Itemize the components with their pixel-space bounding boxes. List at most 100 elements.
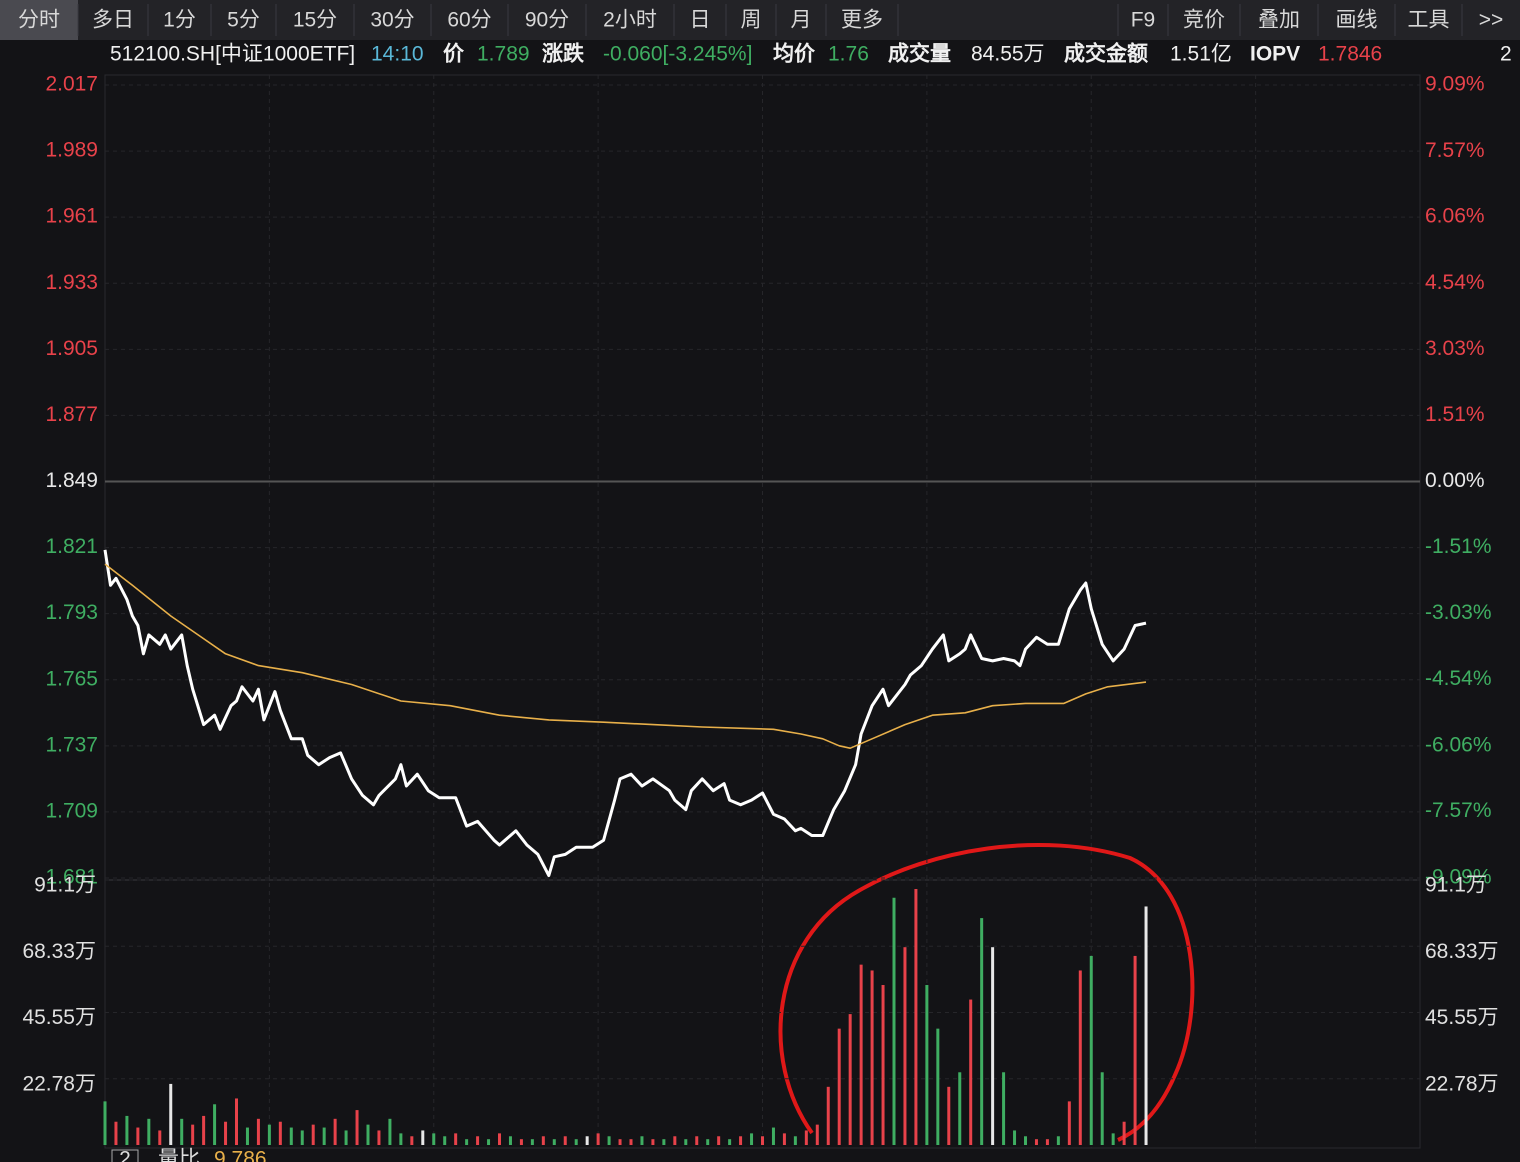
volume-bar <box>191 1124 195 1145</box>
volume-bar <box>761 1136 764 1145</box>
volume-bar <box>629 1139 633 1145</box>
tab[interactable]: 竞价 <box>1183 9 1225 32</box>
info-item: -0.060[-3.245%] <box>603 43 752 66</box>
price-line <box>103 549 1147 878</box>
vol-tick-label: 45.55万 <box>22 1006 96 1029</box>
volume-bar <box>1056 1136 1060 1145</box>
footer-item: 9.786 <box>214 1148 267 1162</box>
volume-bar <box>750 1133 754 1145</box>
info-item: 均价 <box>773 42 816 66</box>
tab[interactable]: 90分 <box>525 9 569 32</box>
volume-bar <box>498 1133 501 1145</box>
info-item: 84.55万 <box>971 43 1045 66</box>
tab[interactable]: >> <box>1479 9 1504 32</box>
volume-bar <box>958 1072 962 1145</box>
y-tick-label: 1.905 <box>45 337 98 360</box>
volume-bar <box>991 947 995 1145</box>
highlight-circle <box>778 843 1195 1142</box>
volume-bar <box>662 1139 666 1145</box>
tab-active <box>0 0 78 40</box>
average-line <box>104 563 1147 749</box>
tab[interactable]: 多日 <box>92 9 134 32</box>
volume-bar <box>782 1133 786 1145</box>
tab[interactable]: 分时 <box>18 9 60 32</box>
volume-bar <box>859 964 863 1145</box>
y2-tick-label: 1.51% <box>1425 403 1485 426</box>
tab[interactable]: 更多 <box>841 9 883 32</box>
tab[interactable]: 日 <box>690 9 711 32</box>
volume-bar <box>771 1127 775 1145</box>
volume-bar <box>158 1130 162 1145</box>
volume-bar <box>432 1133 436 1145</box>
volume-bar <box>585 1136 589 1145</box>
volume-bar <box>706 1139 710 1145</box>
volume-bar <box>114 1121 118 1145</box>
volume-bar <box>333 1118 337 1145</box>
volume-bar <box>826 1086 830 1145</box>
volume-bar <box>465 1139 469 1145</box>
info-item: 涨跌 <box>542 43 585 66</box>
info-item: 14:10 <box>371 43 424 66</box>
y-tick-label: 1.681 <box>45 866 98 889</box>
volume-bar <box>1013 1130 1017 1145</box>
tab[interactable]: 月 <box>791 9 812 32</box>
y-tick-label: 1.765 <box>45 667 98 690</box>
volume-bar <box>1122 1121 1126 1145</box>
tab[interactable]: 30分 <box>370 9 414 32</box>
volume-bar <box>541 1136 545 1145</box>
volume-bar <box>224 1121 228 1145</box>
info-item: 成交量 <box>888 42 951 66</box>
volume-bar <box>673 1136 677 1145</box>
tab[interactable]: 60分 <box>447 9 491 32</box>
vol-tick-label: 91.1万 <box>34 874 96 897</box>
volume-bar <box>476 1136 480 1145</box>
tab[interactable]: 5分 <box>227 9 260 32</box>
vol-tick-label-right: 91.1万 <box>1425 874 1487 897</box>
volume-bar <box>563 1136 567 1145</box>
info-item: 512100.SH[中证1000ETF] <box>110 43 355 66</box>
tab[interactable]: 1分 <box>163 9 196 32</box>
info-item: 2 <box>1500 43 1512 66</box>
y2-tick-label: 7.57% <box>1425 139 1485 162</box>
volume-bar <box>892 897 896 1145</box>
info-item: 价 <box>443 43 465 66</box>
volume-bar <box>399 1133 403 1145</box>
volume-bar <box>322 1127 326 1145</box>
tab[interactable]: F9 <box>1131 9 1156 32</box>
tab[interactable]: 工具 <box>1408 9 1450 32</box>
tab[interactable]: 15分 <box>293 9 337 32</box>
y-tick-label: 1.793 <box>45 601 98 624</box>
volume-bar <box>870 970 874 1145</box>
volume-bar <box>1034 1139 1038 1145</box>
vol-tick-label-right: 68.33万 <box>1425 940 1499 963</box>
toolbar-bg <box>0 0 1520 40</box>
volume-bar <box>1133 955 1137 1145</box>
y2-tick-label: 4.54% <box>1425 271 1485 294</box>
tab[interactable]: 周 <box>741 9 762 32</box>
volume-bar <box>1111 1133 1115 1145</box>
volume-bar <box>377 1130 381 1145</box>
tab[interactable]: 画线 <box>1336 9 1378 32</box>
volume-bar <box>717 1136 721 1145</box>
volume-bar <box>881 985 885 1145</box>
info-item: 1.7846 <box>1318 43 1382 66</box>
volume-bar <box>530 1139 534 1145</box>
vol-tick-label-right: 22.78万 <box>1425 1072 1499 1095</box>
tab[interactable]: 叠加 <box>1258 9 1300 32</box>
y-tick-label: 1.877 <box>45 403 98 426</box>
volume-bar <box>1002 1072 1006 1145</box>
info-item: 1.789 <box>477 43 530 66</box>
volume-bar <box>936 1028 940 1145</box>
volume-bar <box>487 1139 491 1145</box>
volume-bar <box>969 999 973 1145</box>
y-tick-label: 1.961 <box>45 205 98 228</box>
volume-bar <box>421 1130 425 1145</box>
volume-bar <box>837 1028 841 1145</box>
vol-tick-label-right: 45.55万 <box>1425 1006 1499 1029</box>
volume-bar <box>235 1098 238 1145</box>
volume-bar <box>508 1136 512 1145</box>
y-tick-label: 1.989 <box>45 139 98 162</box>
tab[interactable]: 2小时 <box>603 9 657 32</box>
